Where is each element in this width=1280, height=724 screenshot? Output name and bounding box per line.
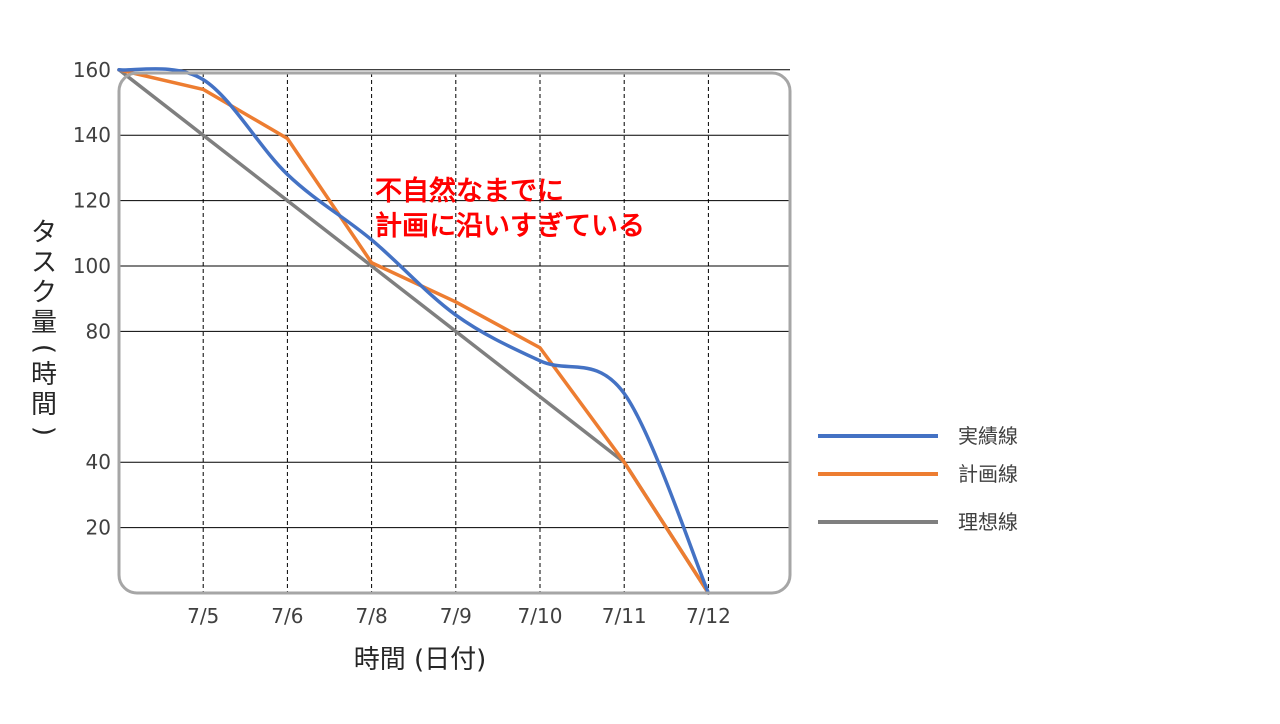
- y-axis-title-char: ): [29, 426, 59, 436]
- annotation: 不自然なまでに 計画に沿いすぎている: [375, 175, 645, 242]
- y-axis-title-char: 間: [31, 390, 57, 420]
- y-axis-title-char: 量: [31, 308, 57, 338]
- x-tick-label: 7/12: [686, 604, 731, 628]
- annotation-line-1: 不自然なまでに: [375, 175, 564, 207]
- x-tick-label: 7/8: [356, 604, 388, 628]
- x-axis-ticks: 7/5 7/6 7/8 7/9 7/10 7/11 7/12: [187, 604, 731, 628]
- y-tick-label: 120: [73, 189, 111, 213]
- x-tick-label: 7/6: [271, 604, 303, 628]
- y-tick-label: 40: [86, 450, 111, 474]
- x-tick-label: 7/11: [602, 604, 647, 628]
- y-axis-title-char: (: [29, 344, 59, 354]
- y-tick-label: 160: [73, 58, 111, 82]
- x-axis-title: 時間 (日付): [354, 645, 487, 675]
- legend-label: 理想線: [958, 510, 1018, 534]
- legend-label: 計画線: [958, 462, 1018, 486]
- series-line-0: [117, 67, 711, 595]
- plot-area-border: [117, 71, 792, 595]
- y-axis-ticks: 20 40 80 100 120 140 160: [73, 58, 111, 540]
- y-axis-title-char: 時: [31, 360, 57, 390]
- y-axis-title-char: ス: [31, 248, 57, 278]
- legend-label: 実績線: [958, 424, 1018, 448]
- y-tick-label: 100: [73, 254, 111, 278]
- y-axis-title-char: ク: [31, 278, 57, 308]
- y-tick-label: 20: [86, 516, 111, 540]
- series-line-1: [117, 68, 711, 595]
- series-line-2: [117, 68, 711, 595]
- y-tick-label: 140: [73, 123, 111, 147]
- x-tick-label: 7/10: [518, 604, 563, 628]
- x-tick-label: 7/5: [187, 604, 219, 628]
- series-layer: [117, 67, 711, 595]
- y-tick-label: 80: [86, 319, 111, 343]
- annotation-line-2: 計画に沿いすぎている: [375, 210, 645, 242]
- grid-layer: [119, 69, 790, 593]
- y-axis-title-char: タ: [31, 218, 57, 248]
- x-tick-label: 7/9: [440, 604, 472, 628]
